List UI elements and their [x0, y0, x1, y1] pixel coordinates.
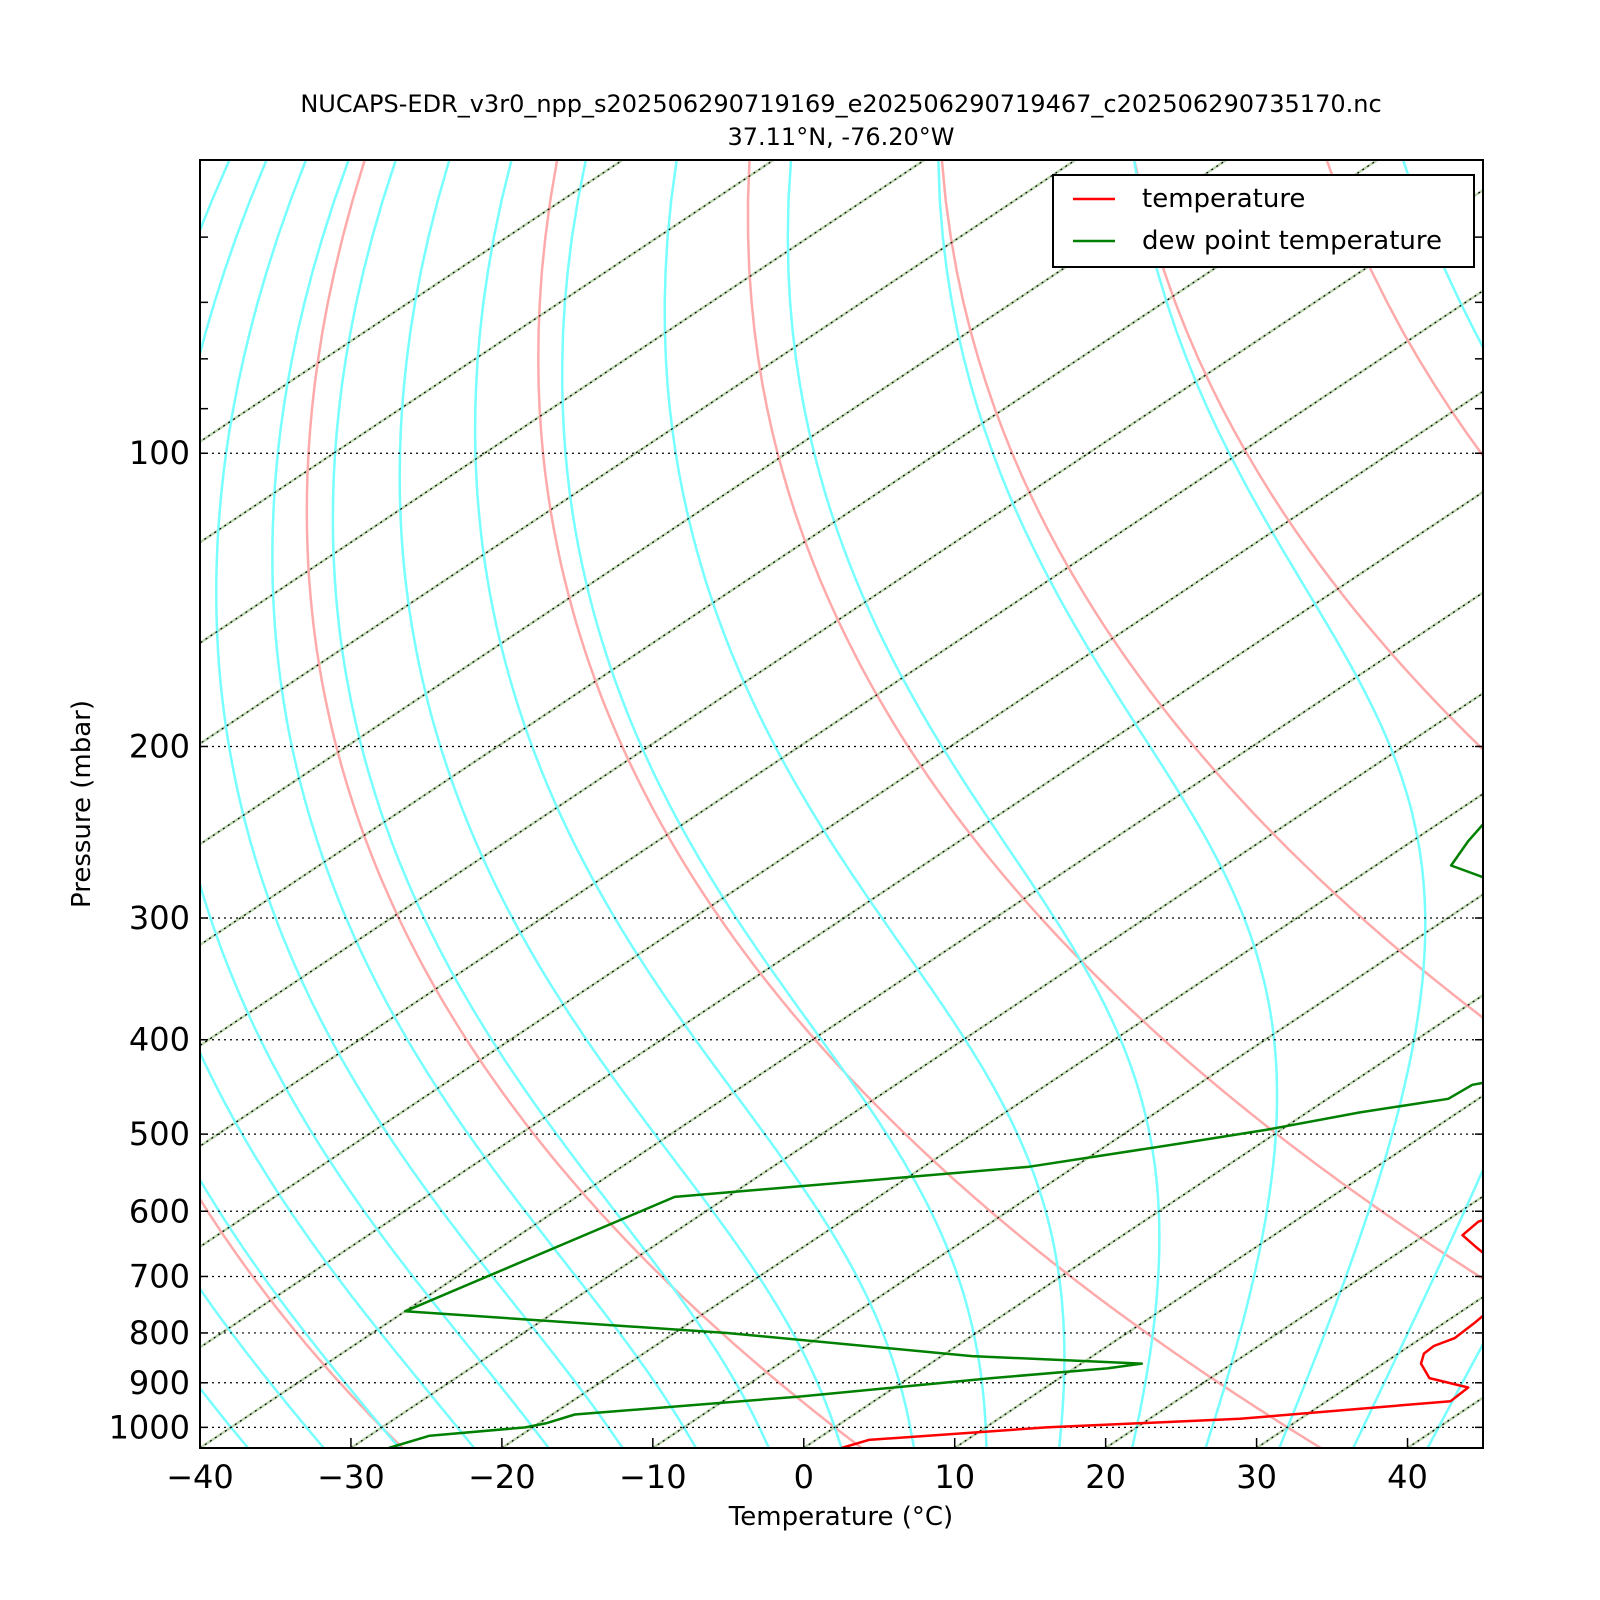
isobar-grid-lines [200, 452, 1483, 1428]
isotherm [200, 160, 1077, 746]
isotherm [200, 591, 1483, 1448]
moist-adiabat [1352, 160, 1483, 1448]
isotherm [200, 160, 926, 645]
dry-adiabat [305, 160, 863, 1448]
x-tick-label: −20 [468, 1458, 536, 1496]
isotherm [200, 160, 1228, 846]
moist-adiabat [200, 160, 476, 1448]
isotherm [200, 289, 1483, 1148]
skew-gridline [200, 189, 1483, 1047]
x-tick-label: −30 [317, 1458, 385, 1496]
dry-adiabat [537, 160, 1322, 1448]
moist-adiabat [331, 160, 771, 1448]
isotherm [1104, 1194, 1483, 1448]
y-tick-label: 400 [129, 1021, 190, 1059]
skew-gridline [1256, 1296, 1483, 1448]
y-tick-label: 700 [129, 1257, 190, 1295]
y-tick-label: 500 [129, 1115, 190, 1153]
isotherm [1255, 1295, 1483, 1448]
isotherm [200, 490, 1483, 1349]
sounding-series [388, 822, 1483, 1448]
x-tick-label: 10 [934, 1458, 975, 1496]
temperature-line [841, 1218, 1483, 1448]
skew-gridline [200, 491, 1483, 1349]
x-tick-label: 40 [1387, 1458, 1428, 1496]
skew-gridline [1558, 160, 1600, 1448]
dry-adiabat [940, 160, 1483, 1020]
legend-box [1052, 174, 1475, 268]
moist-adiabat [200, 1286, 325, 1448]
legend: temperature dew point temperature [1052, 174, 1475, 268]
skew-gridline [200, 160, 774, 544]
isotherm [1406, 1396, 1483, 1448]
x-axis-ticks: −40 −30 −20 −10 0 10 20 30 40 [166, 1438, 1428, 1496]
moist-adiabat [200, 1177, 401, 1448]
moist-adiabat-lines [200, 160, 1600, 1448]
moist-adiabat [937, 160, 1279, 1448]
dry-adiabat [1519, 160, 1600, 1448]
y-tick-label: 600 [129, 1192, 190, 1230]
y-tick-label: 100 [129, 434, 190, 472]
isotherm [200, 188, 1483, 1047]
isotherm [954, 1094, 1483, 1448]
dry-adiabat [1325, 160, 1483, 458]
moist-adiabat [215, 160, 624, 1448]
y-tick-label: 900 [129, 1364, 190, 1402]
y-tick-label: 800 [129, 1314, 190, 1352]
dry-adiabat [200, 1196, 404, 1448]
moist-adiabat [271, 160, 698, 1448]
x-axis-label: Temperature (°C) [728, 1502, 953, 1532]
y-tick-label: 200 [129, 727, 190, 765]
isotherm [1558, 160, 1600, 1448]
isotherm [350, 691, 1483, 1448]
skew-gridline [954, 1095, 1483, 1448]
moist-adiabat [663, 160, 1066, 1448]
moist-adiabat [786, 160, 1161, 1448]
dry-adiabat-lines [200, 160, 1600, 1448]
moist-adiabat [200, 160, 550, 1448]
isotherm [200, 160, 624, 444]
dry-adiabat [746, 160, 1483, 1281]
y-axis-ticks: 100 200 300 400 500 600 700 800 900 1000 [109, 236, 1483, 1446]
chart-subtitle: 37.11°N, -76.20°W [727, 123, 954, 151]
moist-adiabat [1577, 160, 1600, 1448]
skew-gridline [803, 994, 1483, 1448]
moist-adiabat [398, 160, 843, 1448]
isotherm [501, 792, 1483, 1448]
moist-adiabat [1502, 160, 1600, 1448]
isotherm [200, 160, 775, 544]
moist-adiabat [200, 1386, 250, 1448]
isotherm [200, 389, 1483, 1249]
dry-adiabat [1133, 160, 1483, 752]
legend-temperature-label: temperature [1142, 184, 1305, 214]
x-tick-label: 0 [794, 1458, 814, 1496]
moist-adiabat [1426, 1341, 1483, 1448]
x-tick-label: −10 [619, 1458, 687, 1496]
x-tick-label: 30 [1236, 1458, 1277, 1496]
y-axis-label: Pressure (mbar) [67, 700, 97, 908]
legend-dewpoint-label: dew point temperature [1142, 226, 1442, 256]
chart-title: NUCAPS-EDR_v3r0_npp_s202506290719169_e20… [300, 90, 1381, 118]
skew-gridline [1407, 1396, 1483, 1448]
moist-adiabat [1132, 160, 1427, 1448]
skew-gridline [200, 160, 1378, 946]
x-tick-label: 20 [1085, 1458, 1126, 1496]
y-tick-label: 1000 [109, 1408, 190, 1446]
y-tick-label: 300 [129, 899, 190, 937]
isotherm [200, 160, 1378, 947]
isotherm [652, 893, 1483, 1448]
moist-adiabat [560, 160, 988, 1448]
x-tick-label: −40 [166, 1458, 234, 1496]
plot-frame [199, 159, 1484, 1449]
isotherm [803, 993, 1483, 1448]
moist-adiabat [473, 160, 916, 1448]
dewpoint-line [388, 822, 1483, 1448]
